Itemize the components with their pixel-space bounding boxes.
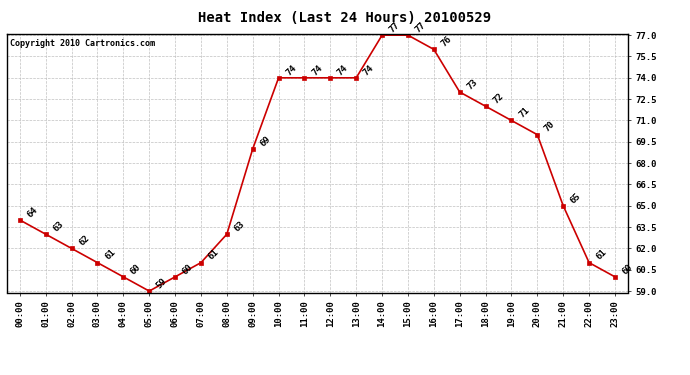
Text: 70: 70 [543,120,557,134]
Text: 73: 73 [465,77,480,91]
Text: 63: 63 [233,219,246,233]
Text: 74: 74 [336,63,350,77]
Text: 74: 74 [362,63,376,77]
Text: Heat Index (Last 24 Hours) 20100529: Heat Index (Last 24 Hours) 20100529 [199,11,491,25]
Text: 69: 69 [258,134,273,148]
Text: 59: 59 [155,276,169,290]
Text: 72: 72 [491,92,505,105]
Text: 74: 74 [284,63,298,77]
Text: 63: 63 [51,219,66,233]
Text: 71: 71 [517,106,531,120]
Text: 60: 60 [181,262,195,276]
Text: Copyright 2010 Cartronics.com: Copyright 2010 Cartronics.com [10,39,155,48]
Text: 61: 61 [595,248,609,262]
Text: 77: 77 [413,20,428,34]
Text: 64: 64 [26,205,39,219]
Text: 61: 61 [206,248,221,262]
Text: 74: 74 [310,63,324,77]
Text: 60: 60 [129,262,143,276]
Text: 77: 77 [388,20,402,34]
Text: 76: 76 [440,34,453,49]
Text: 65: 65 [569,191,583,205]
Text: 60: 60 [620,262,635,276]
Text: 62: 62 [77,234,91,248]
Text: 61: 61 [103,248,117,262]
